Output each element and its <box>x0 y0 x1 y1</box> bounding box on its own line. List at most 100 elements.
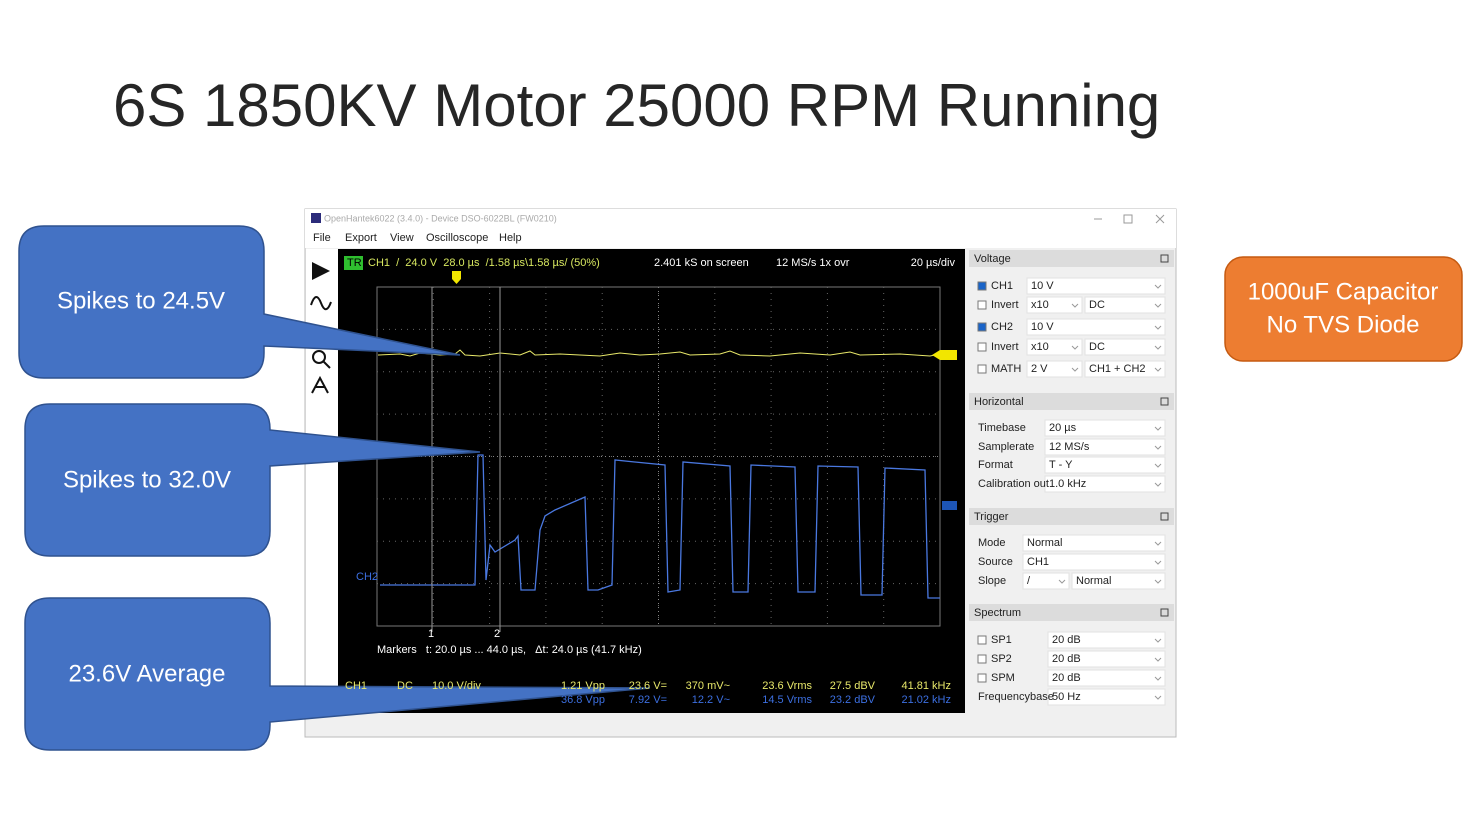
setting-field[interactable] <box>1026 360 1083 378</box>
setting-field[interactable] <box>1044 456 1166 474</box>
section-header <box>969 508 1174 525</box>
cursor-button[interactable] <box>311 375 329 394</box>
measure-button[interactable] <box>310 296 332 311</box>
section-toggle[interactable] <box>1160 397 1169 406</box>
dropdown-arrow <box>1154 638 1162 643</box>
checkbox[interactable] <box>977 281 987 291</box>
setting-field[interactable] <box>1022 572 1070 590</box>
setting-label: Mode <box>978 537 1006 549</box>
setting-value: 20 dB <box>1052 653 1081 665</box>
setting-label: MATH <box>991 363 1021 375</box>
setting-field[interactable] <box>1071 572 1166 590</box>
setting-value: 20 dB <box>1052 672 1081 684</box>
setting-field[interactable] <box>1047 631 1166 649</box>
toolbar <box>306 249 338 713</box>
maximize-button[interactable] <box>1123 214 1133 224</box>
slide-title: 6S 1850KV Motor 25000 RPM Running <box>113 72 1160 139</box>
dropdown-arrow <box>1154 367 1162 372</box>
setting-field[interactable] <box>1026 277 1166 295</box>
setting-field[interactable] <box>1044 475 1166 493</box>
menu-item[interactable]: Export <box>345 232 377 244</box>
setting-label: SPM <box>991 672 1015 684</box>
section-toggle[interactable] <box>1160 254 1169 263</box>
ch2-trace <box>380 454 940 599</box>
setting-field[interactable] <box>1084 338 1166 356</box>
ch1-measurement: DC <box>397 680 413 692</box>
setting-value: 12 MS/s <box>1049 441 1090 453</box>
menu-item[interactable]: Help <box>499 232 522 244</box>
markers-info: Markers t: 20.0 µs ... 44.0 µs, Δt: 24.0… <box>377 644 642 656</box>
setting-field[interactable] <box>1026 318 1166 336</box>
ch1-measurement: 23.6 Vrms <box>762 680 812 692</box>
setting-value: x10 <box>1031 299 1049 311</box>
section-toggle[interactable] <box>1160 512 1169 521</box>
setting-field[interactable] <box>1084 296 1166 314</box>
setting-value: 10 V <box>1031 321 1054 333</box>
timebase-readout: 20 µs/div <box>911 257 956 269</box>
setting-label: Slope <box>978 575 1006 587</box>
dropdown-arrow <box>1154 579 1162 584</box>
dropdown-arrow <box>1154 345 1162 350</box>
setting-field[interactable] <box>1044 419 1166 437</box>
dropdown-arrow <box>1154 325 1162 330</box>
setting-field[interactable] <box>1026 338 1083 356</box>
dropdown-arrow <box>1154 426 1162 431</box>
setting-value: 10 V <box>1031 280 1054 292</box>
checkbox[interactable] <box>977 364 987 374</box>
setting-value: CH1 + CH2 <box>1089 363 1146 375</box>
marker-label: 2 <box>494 628 500 640</box>
run-button[interactable] <box>312 262 330 280</box>
sample-rate: 12 MS/s 1x ovr <box>776 257 850 269</box>
zoom-button[interactable] <box>312 350 331 369</box>
ch1-level-marker <box>932 350 957 360</box>
setting-field[interactable] <box>1084 360 1166 378</box>
setting-field[interactable] <box>1022 534 1166 552</box>
checkbox[interactable] <box>977 300 987 310</box>
ch2-label: CH2 <box>356 571 378 583</box>
setting-label: Timebase <box>978 422 1026 434</box>
section-header <box>969 604 1174 621</box>
setting-value: x10 <box>1031 341 1049 353</box>
setting-field[interactable] <box>1047 688 1166 706</box>
setting-field[interactable] <box>1022 553 1166 571</box>
trigger-badge-label: TR <box>347 257 362 269</box>
setting-value: 2 V <box>1031 363 1048 375</box>
ch1-measurement: 370 mV~ <box>686 680 730 692</box>
setting-field[interactable] <box>1026 296 1083 314</box>
setting-field[interactable] <box>1044 438 1166 456</box>
menu-bar <box>305 229 1176 248</box>
menu-item[interactable]: File <box>313 232 331 244</box>
section-toggle[interactable] <box>1160 608 1169 617</box>
ch2-measurement: 14.5 Vrms <box>762 694 812 706</box>
section-title: Trigger <box>974 511 1009 523</box>
setting-label: Invert <box>991 341 1019 353</box>
checkbox[interactable] <box>977 342 987 352</box>
section-header <box>969 250 1174 267</box>
callout-text: Spikes to 32.0V <box>63 466 231 493</box>
setting-value: 50 Hz <box>1052 691 1081 703</box>
checkbox[interactable] <box>977 673 987 683</box>
setting-value: T - Y <box>1049 459 1073 471</box>
setting-label: CH2 <box>991 321 1013 333</box>
note-text: 1000uF Capacitor <box>1248 278 1439 305</box>
ch1-measurement: 41.81 kHz <box>901 680 951 692</box>
sample-count: 2.401 kS on screen <box>654 257 749 269</box>
setting-field[interactable] <box>1047 650 1166 668</box>
ch2-level-marker <box>942 501 957 510</box>
ch2-measurement: 7.92 V= <box>629 694 667 706</box>
setting-value: / <box>1027 575 1031 587</box>
checkbox[interactable] <box>977 654 987 664</box>
checkbox[interactable] <box>977 322 987 332</box>
dropdown-arrow <box>1154 676 1162 681</box>
ch2-measurement: 12.2 V~ <box>692 694 730 706</box>
trigger-status: CH1 / 24.0 V 28.0 µs /1.58 µs\1.58 µs/ (… <box>368 257 600 269</box>
close-button[interactable] <box>1155 214 1165 224</box>
setting-field[interactable] <box>1047 669 1166 687</box>
setting-label: SP2 <box>991 653 1012 665</box>
section-title: Horizontal <box>974 396 1024 408</box>
menu-item[interactable]: View <box>390 232 414 244</box>
checkbox[interactable] <box>977 635 987 645</box>
setting-label: Source <box>978 556 1013 568</box>
dropdown-arrow <box>1154 284 1162 289</box>
menu-item[interactable]: Oscilloscope <box>426 232 488 244</box>
